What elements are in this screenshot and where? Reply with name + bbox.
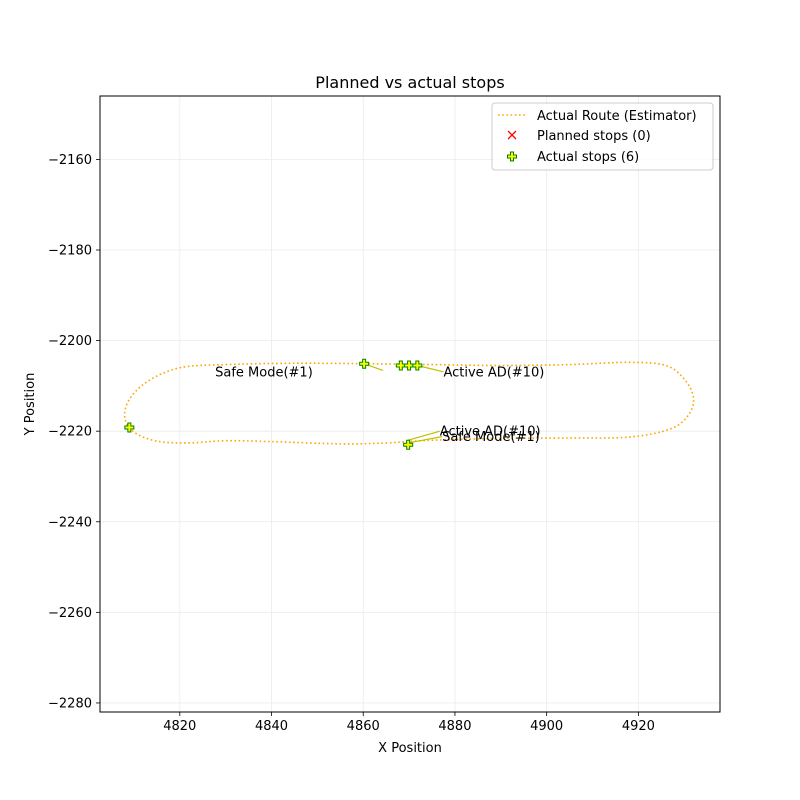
legend-route-label: Actual Route (Estimator) [537, 109, 697, 124]
actual-stop-marker [359, 358, 370, 369]
actual-stop-marker [395, 360, 406, 371]
x-tick-label: 4880 [438, 719, 471, 734]
y-axis-ticks: −2280 −2260 −2240 −2220 −2200 −2180 −2160 [48, 153, 100, 711]
legend-frame [491, 102, 714, 171]
x-axis-label: X Position [378, 741, 442, 756]
annotation-label: Safe Mode(#1) [215, 365, 313, 380]
grid [100, 96, 720, 712]
y-tick-label: −2260 [48, 606, 92, 621]
legend: Actual Route (Estimator) Planned stops (… [491, 102, 714, 171]
legend-actual-swatch [507, 151, 517, 162]
plot-frame [99, 95, 721, 713]
actual-stop-marker [403, 439, 414, 450]
y-tick-label: −2200 [48, 334, 92, 349]
annotation-label: Active AD(#10) [440, 425, 541, 440]
annotation-leader [408, 436, 443, 444]
x-tick-label: 4860 [347, 719, 380, 734]
x-tick-label: 4920 [622, 719, 655, 734]
legend-planned-swatch [507, 130, 517, 140]
x-tick-label: 4840 [255, 719, 288, 734]
x-axis-ticks: 4820 4840 4860 4880 4900 4920 [163, 712, 655, 734]
y-tick-label: −2280 [48, 696, 92, 711]
stop-markers [124, 358, 423, 450]
annotation-leader [408, 430, 440, 441]
y-tick-label: −2160 [48, 153, 92, 168]
actual-stop-marker [412, 360, 423, 371]
legend-actual-label: Actual stops (6) [537, 150, 639, 165]
legend-planned-label: Planned stops (0) [537, 129, 651, 144]
y-tick-label: −2180 [48, 244, 92, 259]
y-axis-label: Y Position [23, 373, 38, 437]
y-tick-label: −2240 [48, 515, 92, 530]
actual-stop-marker [124, 422, 135, 433]
x-tick-label: 4900 [530, 719, 563, 734]
annotation-labels: Safe Mode(#1) Active AD(#10)Active AD(#10… [215, 365, 544, 445]
actual-stop-marker [404, 360, 415, 371]
annotation-label: Safe Mode(#1) [442, 430, 540, 445]
chart-title: Planned vs actual stops [315, 73, 504, 92]
annotation-label: Active AD(#10) [443, 365, 544, 380]
y-tick-label: −2220 [48, 425, 92, 440]
x-tick-label: 4820 [163, 719, 196, 734]
